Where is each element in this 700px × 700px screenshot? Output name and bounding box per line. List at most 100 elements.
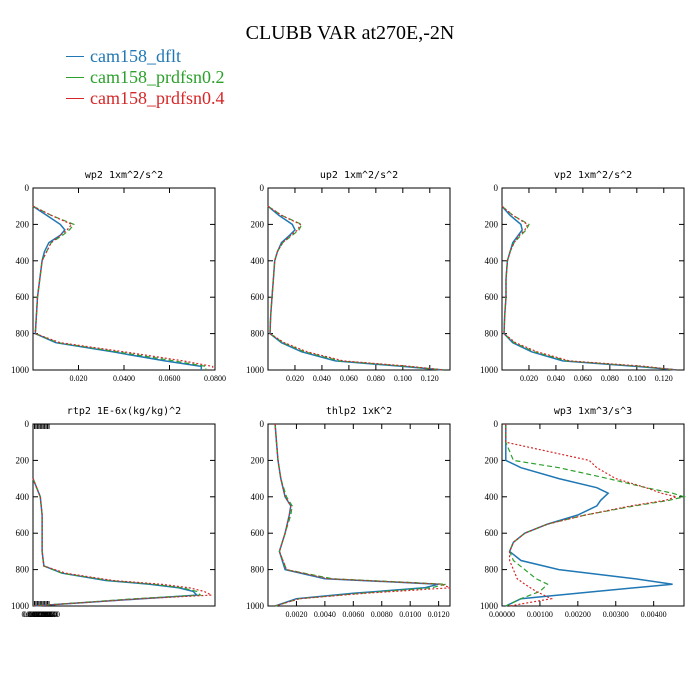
x-tick-label: 0.0280 bbox=[32, 610, 54, 619]
plot-frame bbox=[501, 187, 685, 371]
series-line bbox=[267, 205, 444, 371]
y-tick-label: 0 bbox=[494, 419, 499, 429]
x-tick-label: 0.0020 bbox=[285, 610, 307, 619]
series-line bbox=[501, 205, 678, 371]
x-tick-label: 0.00300 bbox=[603, 610, 629, 619]
y-tick-label: 800 bbox=[16, 565, 30, 575]
x-tick-label: 0.020 bbox=[70, 374, 88, 383]
x-tick-label: 0.00200 bbox=[565, 610, 591, 619]
x-tick-label: 0.00400 bbox=[21, 610, 47, 619]
x-tick-label: 0.0440 bbox=[38, 610, 60, 619]
x-tick-label: 0.0360 bbox=[35, 610, 57, 619]
y-tick-label: 400 bbox=[251, 492, 265, 502]
y-tick-label: 600 bbox=[485, 292, 499, 302]
x-tick-label: 0.0800 bbox=[204, 374, 226, 383]
y-tick-label: 400 bbox=[485, 492, 499, 502]
y-tick-label: 800 bbox=[251, 565, 265, 575]
chart-title: rtp2 1E-6x(kg/kg)^2 bbox=[67, 406, 181, 417]
series-line bbox=[32, 478, 214, 607]
y-tick-label: 200 bbox=[16, 219, 30, 229]
series-line bbox=[32, 205, 207, 370]
x-tick-label: 0.0080 bbox=[371, 610, 393, 619]
series-line bbox=[505, 424, 673, 607]
series-line bbox=[274, 423, 446, 607]
chart-panel: vp2 1xm^2/s^2 0 200 400 600 800 1000 0.020 0.040… bbox=[480, 170, 685, 383]
x-tick-label: 0.060 bbox=[574, 374, 592, 383]
chart-title: thlp2 1xK^2 bbox=[326, 406, 392, 417]
x-tick-label: 0.0160 bbox=[28, 610, 50, 619]
x-tick-label: 0.020 bbox=[520, 374, 538, 383]
x-tick-label: 0.0600 bbox=[159, 374, 181, 383]
y-tick-label: 600 bbox=[16, 528, 30, 538]
chart-title: vp2 1xm^2/s^2 bbox=[554, 170, 632, 181]
plot-frame bbox=[267, 187, 451, 371]
chart-panel: up2 1xm^2/s^2 0 200 400 600 800 1000 0.020 0.040… bbox=[246, 170, 451, 383]
y-tick-label: 1000 bbox=[246, 365, 265, 375]
y-tick-label: 200 bbox=[16, 455, 30, 465]
y-tick-label: 400 bbox=[16, 256, 30, 266]
x-tick-label: 0.0060 bbox=[342, 610, 364, 619]
legend-item: cam158_prdfsn0.4 bbox=[66, 88, 224, 109]
legend: cam158_dflt cam158_prdfsn0.2 cam158_prdf… bbox=[66, 46, 224, 109]
x-tick-label: 0.0320 bbox=[34, 610, 56, 619]
figure-title: CLUBB VAR at270E,-2N bbox=[245, 22, 455, 44]
y-tick-label: 1000 bbox=[480, 365, 499, 375]
x-tick-label: 0.040 bbox=[313, 374, 331, 383]
x-tick-label: 0.040 bbox=[547, 374, 565, 383]
plot-frame bbox=[32, 423, 216, 607]
x-tick-label: 0.0240 bbox=[31, 610, 53, 619]
y-tick-label: 1000 bbox=[11, 601, 30, 611]
x-tick-label: 0.0120 bbox=[26, 610, 48, 619]
x-tick-label: 0.100 bbox=[628, 374, 646, 383]
y-tick-label: 600 bbox=[251, 292, 265, 302]
series-line bbox=[501, 205, 678, 371]
y-tick-label: 600 bbox=[251, 528, 265, 538]
chart-panel: thlp2 1xK^2 0 200 400 600 800 1000 0.0020 0.0040… bbox=[246, 406, 451, 619]
x-tick-label: 0.0040 bbox=[314, 610, 336, 619]
series-line bbox=[267, 205, 444, 371]
legend-label: cam158_prdfsn0.2 bbox=[90, 67, 225, 87]
x-tick-label: 0.0120 bbox=[428, 610, 450, 619]
y-tick-label: 800 bbox=[16, 329, 30, 339]
x-tick-label: 0.080 bbox=[601, 374, 619, 383]
x-tick-label: 0.00400 bbox=[641, 610, 667, 619]
x-tick-label: 0.00000 bbox=[489, 610, 515, 619]
legend-label: cam158_dflt bbox=[90, 46, 181, 66]
y-tick-label: 0 bbox=[260, 183, 265, 193]
y-tick-label: 0 bbox=[25, 419, 30, 429]
y-tick-label: 400 bbox=[251, 256, 265, 266]
chart-panel: rtp2 1E-6x(kg/kg)^2 0 200 400 600 800 10000.00… bbox=[11, 406, 216, 619]
chart-title: wp2 1xm^2/s^2 bbox=[85, 170, 163, 181]
series-line bbox=[505, 424, 687, 607]
chart-panel: wp2 1xm^2/s^2 0 200 400 600 800 1000 0.020 0.040… bbox=[11, 170, 226, 383]
x-tick-label: 0.020 bbox=[286, 374, 304, 383]
y-tick-label: 0 bbox=[260, 419, 265, 429]
legend-swatch bbox=[66, 98, 84, 99]
x-tick-label: 0.080 bbox=[367, 374, 385, 383]
y-tick-label: 800 bbox=[485, 329, 499, 339]
chart-title: up2 1xm^2/s^2 bbox=[320, 170, 398, 181]
y-tick-label: 800 bbox=[251, 329, 265, 339]
legend-item: cam158_prdfsn0.2 bbox=[66, 67, 224, 88]
x-tick-label: 0.0400 bbox=[113, 374, 135, 383]
legend-label: cam158_prdfsn0.4 bbox=[90, 88, 225, 108]
y-tick-label: 200 bbox=[485, 455, 499, 465]
x-tick-label: 0.060 bbox=[340, 374, 358, 383]
series-line bbox=[274, 423, 439, 607]
legend-item: cam158_dflt bbox=[66, 46, 224, 67]
x-tick-label: 0.0200 bbox=[29, 610, 51, 619]
y-tick-label: 400 bbox=[16, 492, 30, 502]
x-tick-label: 0.00800 bbox=[23, 610, 49, 619]
plot-frame bbox=[267, 423, 451, 607]
x-tick-label: 0.0100 bbox=[399, 610, 421, 619]
series-line bbox=[505, 424, 679, 607]
y-tick-label: 1000 bbox=[11, 365, 30, 375]
y-tick-label: 200 bbox=[251, 219, 265, 229]
legend-swatch bbox=[66, 77, 84, 78]
x-tick-label: 0.0400 bbox=[37, 610, 59, 619]
series-line bbox=[274, 423, 451, 607]
y-tick-label: 1000 bbox=[480, 601, 499, 611]
y-tick-label: 0 bbox=[25, 183, 30, 193]
